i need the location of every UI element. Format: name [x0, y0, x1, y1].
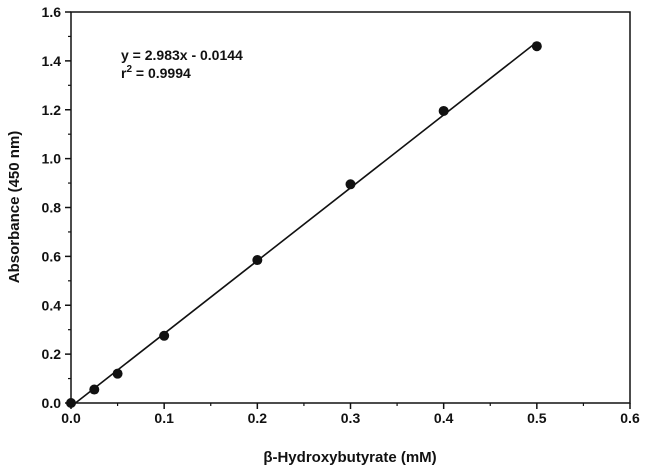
x-tick-label-1: 0.1 [154, 410, 174, 426]
regression-line [70, 41, 538, 408]
x-tick-label-3: 0.3 [341, 410, 361, 426]
data-point-5 [345, 179, 356, 190]
data-point-group [66, 41, 542, 408]
y-tick-label-1: 0.2 [42, 346, 62, 362]
x-tick-label-2: 0.2 [248, 410, 268, 426]
data-point-6 [438, 105, 449, 116]
data-point-2 [112, 368, 123, 379]
r-squared-value: = 0.9994 [132, 65, 191, 81]
tick-group [65, 11, 631, 409]
x-tick-label-5: 0.5 [527, 410, 547, 426]
fit-equation: y = 2.983x - 0.0144 [121, 47, 243, 63]
data-point-0 [66, 398, 76, 408]
data-point-1 [89, 384, 100, 395]
y-axis-label: Absorbance (450 nm) [6, 131, 23, 284]
r-squared-prefix: r [121, 65, 127, 81]
x-tick-label-0: 0.0 [61, 410, 81, 426]
data-point-3 [159, 330, 170, 341]
x-tick-label-6: 0.6 [620, 410, 640, 426]
y-tick-label-3: 0.6 [42, 248, 62, 264]
y-tick-label-2: 0.4 [42, 297, 62, 313]
y-tick-label-0: 0.0 [42, 395, 62, 411]
y-tick-label-5: 1.0 [42, 151, 62, 167]
data-point-7 [531, 41, 542, 52]
tick-label-group: 0.0 0.1 0.2 0.3 0.4 0.5 0.6 0.0 0.2 0.4 0.6 0.8 1.0 1… [42, 4, 640, 426]
y-tick-label-4: 0.8 [42, 200, 62, 216]
y-tick-label-8: 1.6 [42, 4, 62, 20]
x-tick-label-4: 0.4 [434, 410, 454, 426]
y-tick-label-7: 1.4 [42, 53, 62, 69]
y-tick-label-6: 1.2 [42, 102, 62, 118]
data-point-4 [252, 255, 263, 266]
r-squared: r2 = 0.9994 [121, 64, 191, 81]
r-squared-exponent: 2 [126, 64, 132, 75]
x-axis-label: β-Hydroxybutyrate (mM) [263, 449, 436, 466]
